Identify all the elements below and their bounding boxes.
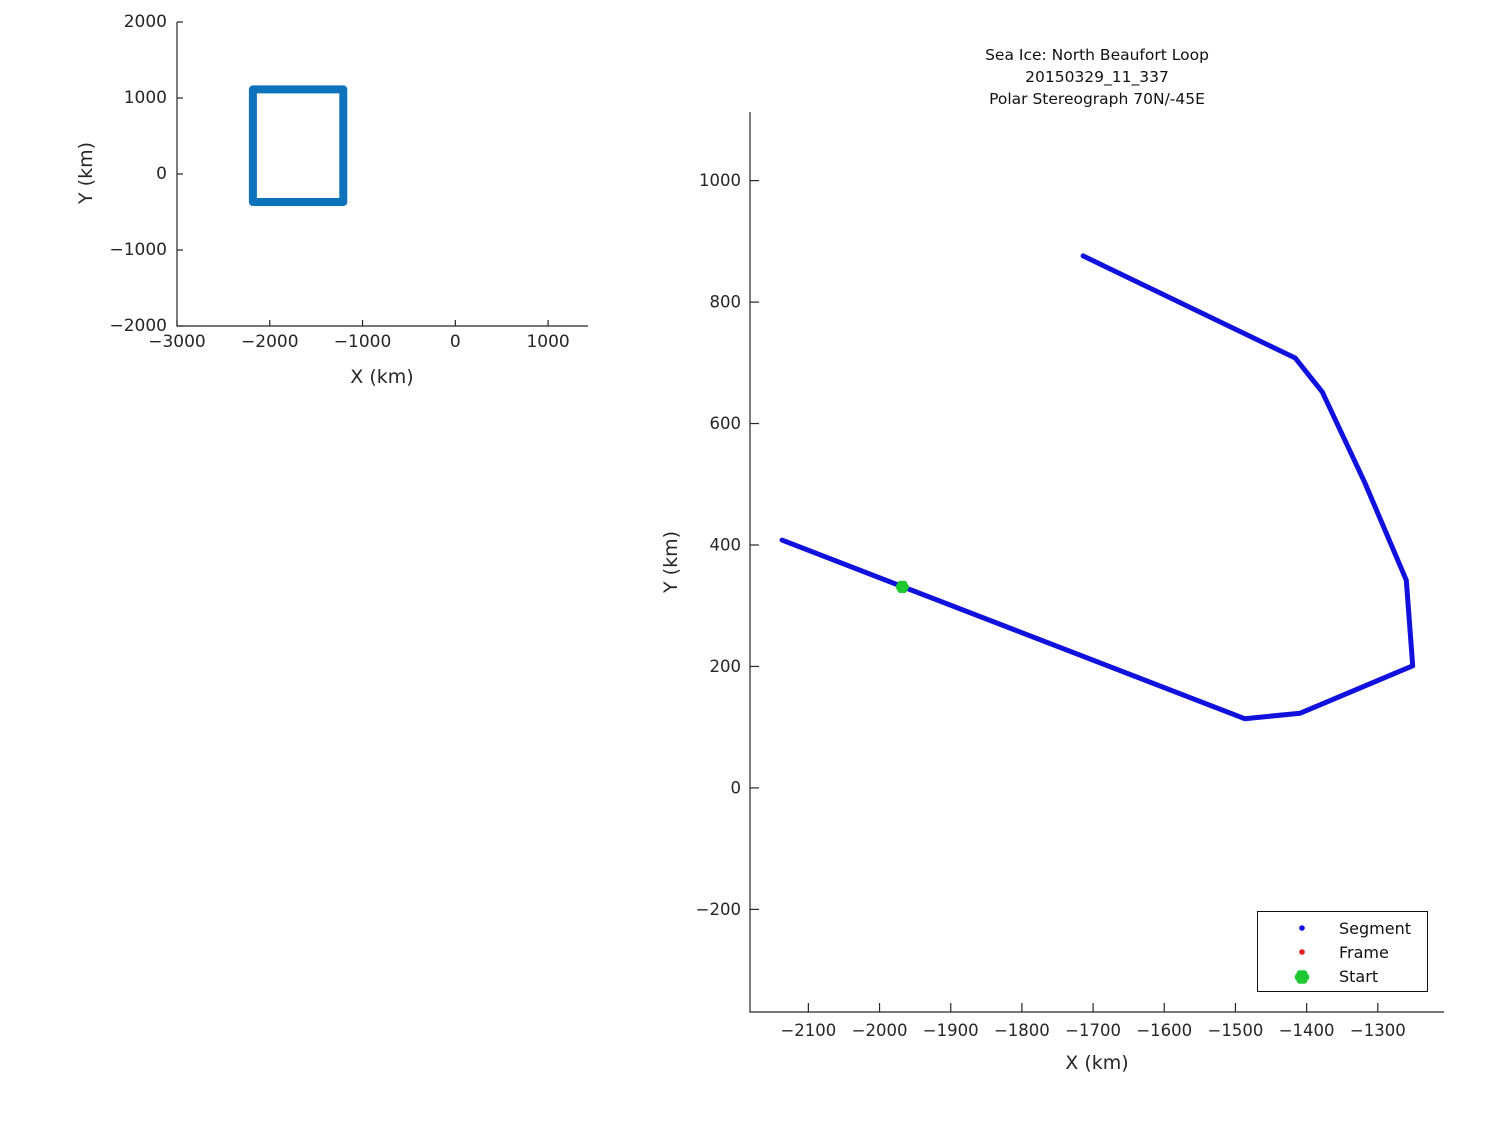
y-tick-label: 200 — [710, 657, 742, 676]
legend-item-segment: Segment — [1258, 916, 1427, 940]
y-tick-label: 800 — [710, 293, 742, 312]
region-outline-path — [248, 85, 348, 206]
y-tick-label: −2000 — [109, 316, 167, 336]
plot-title-line3: Polar Stereograph 70N/-45E — [989, 90, 1205, 108]
legend-item-start: Start — [1258, 965, 1427, 989]
start-marker — [895, 580, 910, 594]
x-tick-label: −1000 — [334, 332, 392, 352]
plot-title-line1: Sea Ice: North Beaufort Loop — [985, 46, 1209, 64]
x-tick-label: −2000 — [241, 332, 299, 352]
y-tick-label: 0 — [731, 778, 742, 797]
x-tick-label: −1500 — [1208, 1021, 1264, 1040]
y-tick-label: −200 — [696, 900, 741, 919]
legend-item-frame: Frame — [1258, 940, 1427, 964]
y-tick-label: 2000 — [124, 12, 167, 32]
y-tick-label: 1000 — [699, 171, 741, 190]
legend-clover-glyph — [1294, 969, 1310, 984]
x-tick-label: 1000 — [526, 332, 569, 352]
overview-xaxis-label: X (km) — [350, 366, 414, 388]
trajectory-plot: −2100 −2000 −1900 −1800 −1700 −1600 −1500 −1400… — [696, 112, 1444, 1040]
overview-axes — [176, 22, 588, 327]
y-tick-label: 0 — [156, 164, 167, 184]
x-tick-label: −1900 — [923, 1021, 979, 1040]
segment-marker-icon — [1289, 918, 1315, 938]
segment-path — [779, 253, 1416, 722]
y-tick-label: −1000 — [109, 240, 167, 260]
legend: Segment Frame Start — [1257, 911, 1428, 992]
y-tick-label: 600 — [710, 414, 742, 433]
trajectory-axes — [749, 112, 1444, 1013]
x-tick-label: 0 — [450, 332, 461, 352]
x-tick-label: −1600 — [1136, 1021, 1192, 1040]
y-tick-label: 1000 — [124, 88, 167, 108]
frame-marker-icon — [1289, 942, 1315, 962]
legend-label-frame: Frame — [1339, 942, 1389, 962]
x-tick-label: −1800 — [994, 1021, 1050, 1040]
x-tick-label: −2000 — [852, 1021, 908, 1040]
x-tick-label: −2100 — [780, 1021, 836, 1040]
trajectory-xaxis-label: X (km) — [1065, 1052, 1129, 1074]
trajectory-yaxis-label: Y (km) — [660, 531, 682, 593]
plot-title: Sea Ice: North Beaufort Loop 20150329_11… — [985, 44, 1209, 110]
overview-yaxis-label: Y (km) — [75, 142, 97, 204]
x-tick-label: −1400 — [1279, 1021, 1335, 1040]
x-tick-label: −3000 — [148, 332, 206, 352]
legend-label-segment: Segment — [1339, 918, 1411, 938]
plot-title-line2: 20150329_11_337 — [1025, 68, 1169, 86]
x-tick-label: −1300 — [1350, 1021, 1406, 1040]
start-marker-icon — [1289, 967, 1315, 987]
x-tick-label: −1700 — [1065, 1021, 1121, 1040]
y-tick-label: 400 — [710, 535, 742, 554]
legend-label-start: Start — [1339, 967, 1379, 987]
